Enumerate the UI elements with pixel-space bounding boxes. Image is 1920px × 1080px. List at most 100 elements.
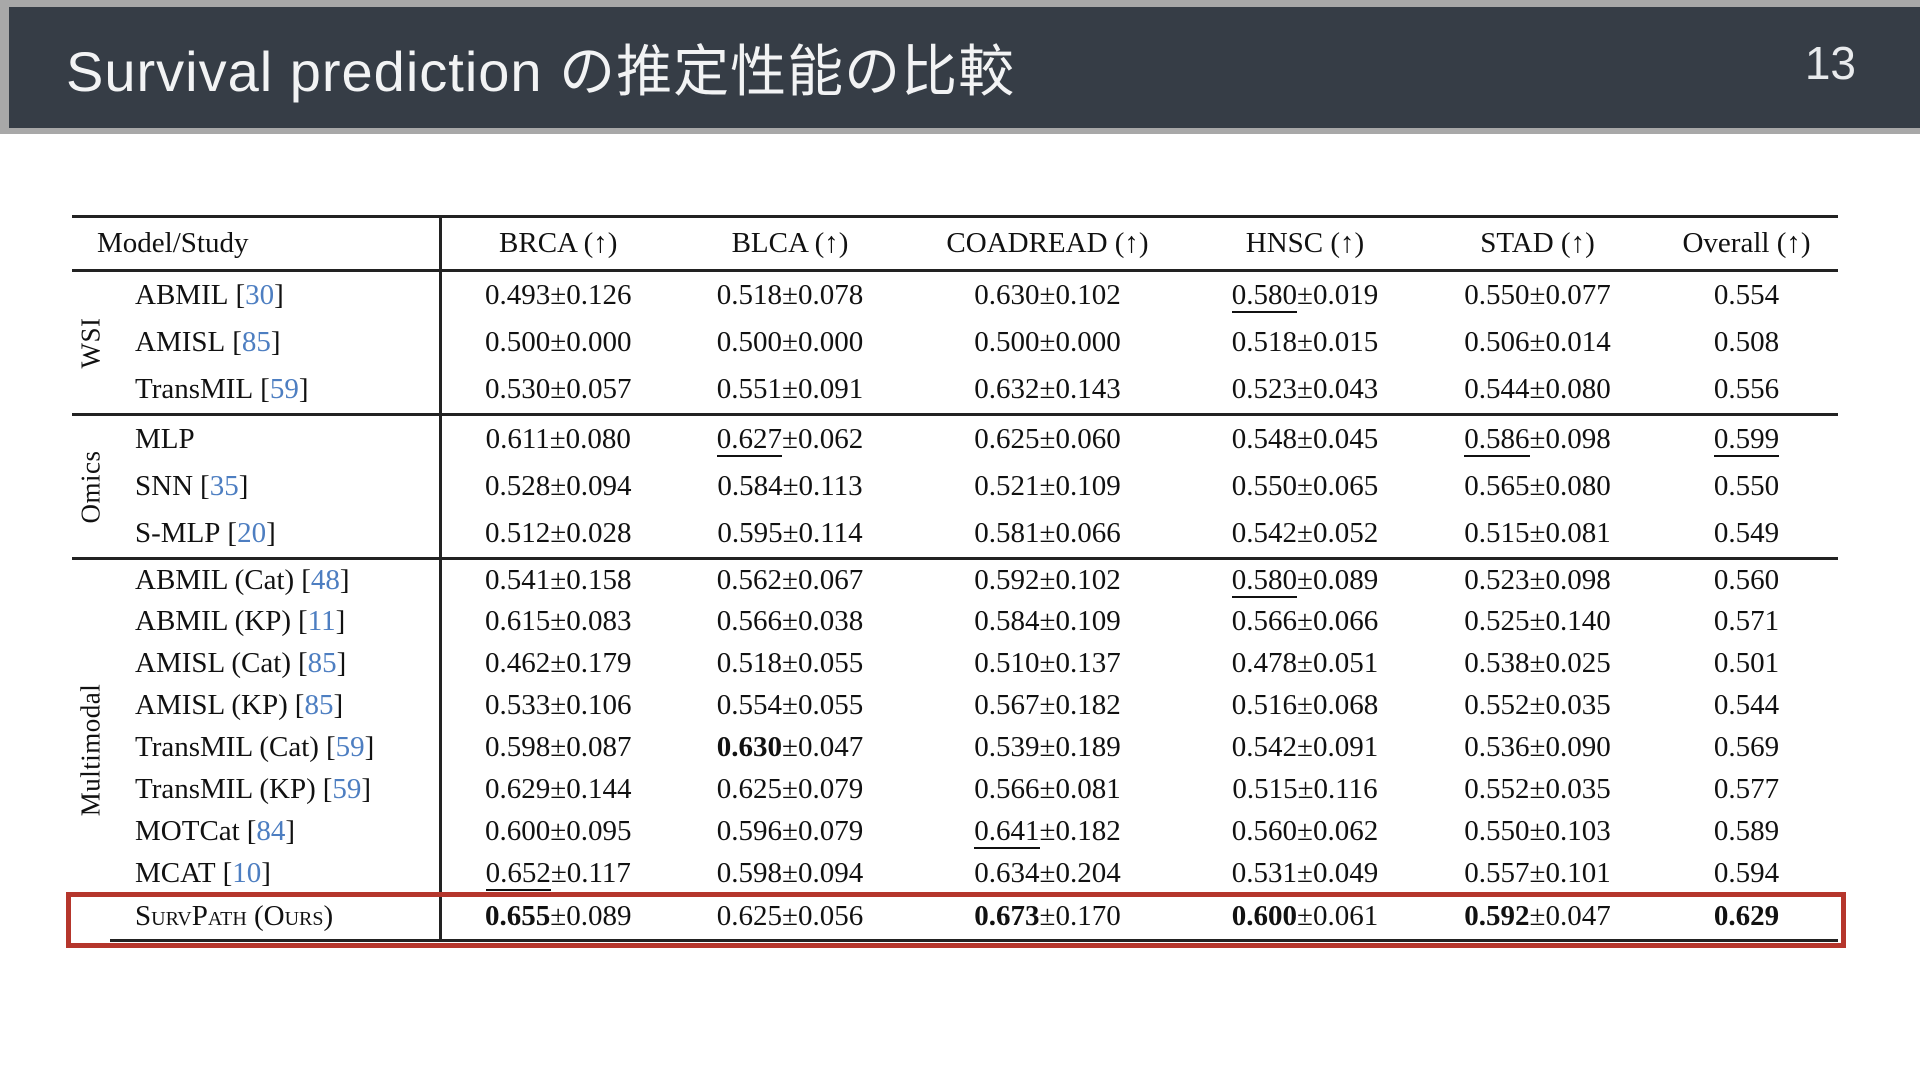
model-cell: SurvPath (Ours) <box>110 894 442 942</box>
plus-minus-sign: ± <box>1297 373 1313 406</box>
metric-cell: 0.630±0.102 <box>905 271 1190 319</box>
metric-std: 0.061 <box>1312 900 1379 933</box>
citation: [20] <box>227 517 275 549</box>
metric-mean: 0.548 <box>1231 422 1298 455</box>
plus-minus-sign: ± <box>782 605 798 637</box>
metric-cell: 0.515±0.116 <box>1190 769 1420 811</box>
plus-minus-sign: ± <box>1529 373 1546 406</box>
citation-bracket-open: [ <box>200 470 210 502</box>
metric-std: 0.035 <box>1545 689 1611 721</box>
results-table: Model/Study BRCA (↑) BLCA (↑) COADREAD (… <box>72 215 1838 942</box>
plus-minus-sign: ± <box>1529 731 1546 763</box>
metric-mean: 0.542 <box>1231 517 1298 550</box>
group-label: Multimodal <box>75 684 106 817</box>
metric-mean: 0.551 <box>716 373 783 406</box>
model-cell: ABMIL (Cat) [48] <box>110 557 442 601</box>
citation-bracket-open: [ <box>322 773 333 805</box>
plus-minus-sign: ± <box>782 689 798 721</box>
group-label: WSI <box>75 317 106 368</box>
plus-minus-sign: ± <box>1039 605 1056 637</box>
metric-mean: 0.596 <box>716 815 783 847</box>
plus-minus-sign: ± <box>1529 563 1546 596</box>
plus-minus-sign: ± <box>782 517 799 550</box>
metric-mean: 0.584 <box>717 470 783 502</box>
model-cell: SNN [35] <box>110 462 442 511</box>
metric-mean: 0.560 <box>1231 815 1298 847</box>
plus-minus-sign: ± <box>549 422 566 455</box>
metric-mean: 0.515 <box>1464 517 1530 550</box>
citation-bracket-open: [ <box>232 326 242 358</box>
metric-cell: 0.500±0.000 <box>675 319 905 367</box>
metric-mean: 0.571 <box>1713 605 1780 637</box>
plus-minus-sign: ± <box>1039 815 1056 847</box>
metric-std: 0.182 <box>1055 689 1121 721</box>
metric-cell: 0.586±0.098 <box>1420 413 1655 463</box>
plus-minus-sign: ± <box>1039 563 1056 596</box>
metric-mean: 0.510 <box>974 647 1040 679</box>
metric-mean: 0.531 <box>1231 857 1298 889</box>
metric-std: 0.079 <box>797 773 864 805</box>
metric-std: 0.038 <box>797 605 864 637</box>
citation-bracket-open: [ <box>235 278 246 311</box>
metric-cell: 0.515±0.081 <box>1420 511 1655 559</box>
table-row: AMISL [85] 0.500±0.000 0.500±0.000 0.500±0.0… <box>72 318 1838 367</box>
table-row: AMISL (Cat) [85] 0.462±0.179 0.518±0.055 0.5… <box>72 642 1838 685</box>
metric-cell: 0.580±0.019 <box>1190 271 1420 319</box>
metric-cell: 0.554 <box>1655 271 1838 319</box>
metric-std: 0.000 <box>1055 326 1121 358</box>
metric-cell: 0.478±0.051 <box>1190 643 1420 685</box>
plus-minus-sign: ± <box>1297 900 1313 933</box>
metric-mean: 0.586 <box>1464 422 1530 457</box>
plus-minus-sign: ± <box>1529 900 1546 933</box>
metric-cell: 0.552±0.035 <box>1420 685 1655 727</box>
plus-minus-sign: ± <box>1529 422 1546 455</box>
metric-std: 0.035 <box>1545 773 1611 805</box>
plus-minus-sign: ± <box>782 470 799 502</box>
plus-minus-sign: ± <box>782 278 798 311</box>
metric-std: 0.143 <box>1055 373 1121 406</box>
metric-mean: 0.673 <box>974 900 1040 933</box>
citation-bracket-open: [ <box>298 605 308 637</box>
metric-std: 0.080 <box>1545 373 1611 406</box>
metric-mean: 0.562 <box>716 563 783 596</box>
metric-std: 0.140 <box>1545 605 1611 637</box>
citation: [48] <box>301 564 349 596</box>
metric-std: 0.102 <box>1055 278 1121 311</box>
metric-std: 0.047 <box>797 731 864 763</box>
metric-mean: 0.500 <box>716 326 783 358</box>
metric-mean: 0.550 <box>1464 278 1530 311</box>
model-cell: MOTCat [84] <box>110 810 442 853</box>
model-cell: AMISL (KP) [85] <box>110 684 442 727</box>
citation-bracket-open: [ <box>301 563 311 596</box>
metric-std: 0.068 <box>1312 689 1379 721</box>
plus-minus-sign: ± <box>550 900 567 933</box>
metric-cell: 0.629 <box>1655 894 1838 942</box>
metric-cell: 0.566±0.038 <box>675 601 905 643</box>
model-name: AMISL (KP) <box>135 689 288 721</box>
group-label: Omics <box>75 450 106 523</box>
metric-cell: 0.531±0.049 <box>1190 853 1420 895</box>
plus-minus-sign: ± <box>782 815 798 847</box>
citation-bracket-open: [ <box>260 373 270 406</box>
model-name: ABMIL (KP) <box>135 605 292 637</box>
metric-mean: 0.552 <box>1464 773 1530 805</box>
metric-std: 0.091 <box>797 373 864 406</box>
plus-minus-sign: ± <box>1039 647 1056 679</box>
metric-cell: 0.632±0.143 <box>905 367 1190 415</box>
plus-minus-sign: ± <box>1529 605 1546 637</box>
metric-mean: 0.523 <box>1231 373 1298 406</box>
column-header-coadread: COADREAD (↑) <box>905 216 1190 272</box>
plus-minus-sign: ± <box>550 647 567 679</box>
citation-bracket-close: ] <box>333 689 344 721</box>
model-name: TransMIL (KP) <box>135 773 316 805</box>
metric-cell: 0.625±0.060 <box>905 413 1190 463</box>
metric-cell: 0.544 <box>1655 685 1838 727</box>
citation: [84] <box>247 815 295 847</box>
metric-cell: 0.518±0.015 <box>1190 319 1420 367</box>
metric-std: 0.204 <box>1055 857 1121 889</box>
metric-std: 0.067 <box>797 563 864 596</box>
plus-minus-sign: ± <box>1039 278 1056 311</box>
citation-bracket-close: ] <box>298 373 309 406</box>
plus-minus-sign: ± <box>1297 563 1313 596</box>
metric-cell: 0.571 <box>1655 601 1838 643</box>
